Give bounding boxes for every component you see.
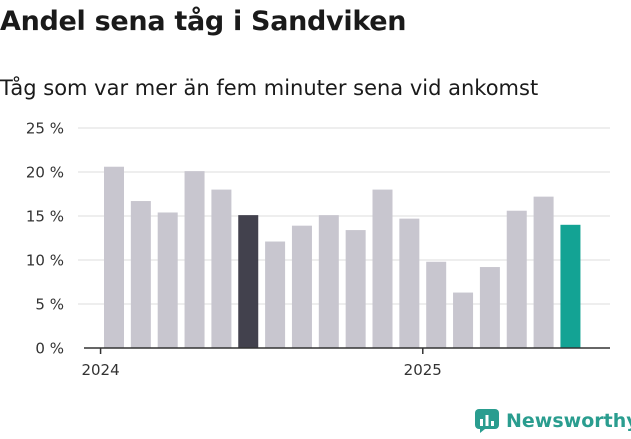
bar [211,189,232,348]
bar-chart: 0 % 5 % 10 % 15 % 20 % 25 % 2024 2025 [26,120,610,379]
bar [533,196,554,348]
bar [318,215,339,348]
bar [506,210,527,348]
y-tick-label: 5 % [35,296,64,314]
y-tick-label: 15 % [26,208,64,226]
bar [399,218,420,348]
bar [560,224,581,348]
bar [291,225,312,348]
y-tick-label: 10 % [26,252,64,270]
newsworthy-logo-icon [475,409,499,433]
bar [104,166,124,348]
y-tick-label: 25 % [26,120,64,138]
bar [184,171,205,348]
bar [426,261,447,348]
bar [453,292,474,348]
bar [372,189,393,348]
newsworthy-brand: Newsworthy [474,408,631,434]
bar [479,267,500,348]
y-tick-label: 20 % [26,164,64,182]
x-tick-label: 2025 [404,361,442,379]
bar [345,230,366,348]
bar [238,215,259,348]
bar [130,201,151,348]
brand-name: Newsworthy [506,410,631,432]
x-tick-label: 2024 [81,361,119,379]
chart-title: Andel sena tåg i Sandviken [0,6,407,37]
y-tick-label: 0 % [35,340,64,358]
chart-subtitle: Tåg som var mer än fem minuter sena vid … [0,76,539,100]
bar [265,241,286,348]
bar [157,212,178,348]
